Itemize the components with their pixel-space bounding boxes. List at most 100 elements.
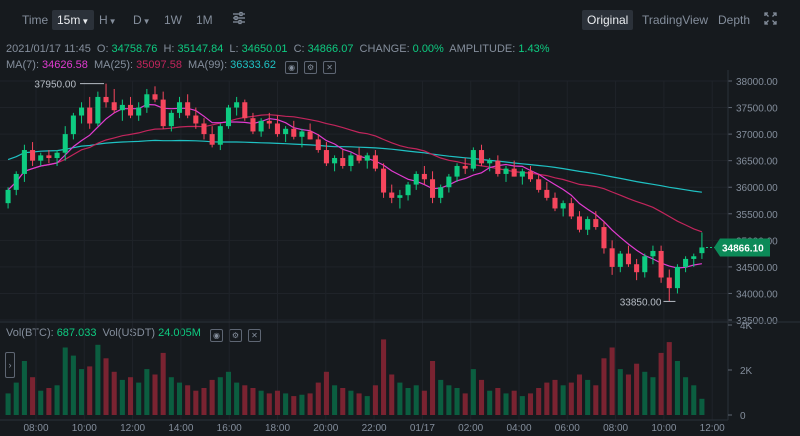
candle-body bbox=[446, 176, 452, 188]
candle-body bbox=[601, 227, 607, 249]
volume-bar bbox=[511, 390, 517, 415]
candle-body bbox=[544, 189, 550, 198]
candle-datetime: 2021/01/17 11:45 bbox=[6, 43, 91, 55]
volume-bar bbox=[674, 361, 680, 415]
volume-bar bbox=[299, 394, 305, 415]
candle-body bbox=[185, 102, 191, 116]
candle-body bbox=[381, 168, 387, 193]
vol-eye-icon[interactable]: ◉ bbox=[209, 329, 223, 342]
interval-1m-button[interactable]: 1M bbox=[196, 13, 213, 27]
time-tick-label: 08:00 bbox=[23, 423, 48, 434]
interval-d-button[interactable]: D▼ bbox=[133, 13, 151, 27]
volume-bar bbox=[79, 369, 85, 415]
amplitude-value: 1.43% bbox=[518, 43, 550, 55]
volume-bar bbox=[274, 390, 280, 415]
candle-body bbox=[372, 155, 378, 169]
vol-usdt-value: 24.005M bbox=[158, 327, 201, 339]
candle-body bbox=[111, 102, 117, 111]
candle-body bbox=[519, 171, 525, 177]
candle-body bbox=[234, 102, 240, 108]
ma25-value: 35097.58 bbox=[136, 59, 182, 71]
candle-body bbox=[323, 150, 329, 164]
vol-gear-icon[interactable]: ⚙ bbox=[228, 329, 242, 342]
eye-icon[interactable]: ◉ bbox=[285, 61, 299, 74]
candle-body bbox=[13, 173, 19, 190]
time-tick-label: 06:00 bbox=[555, 423, 580, 434]
candle-body bbox=[552, 197, 558, 209]
volume-bar bbox=[470, 369, 476, 415]
volume-bar bbox=[576, 374, 583, 415]
volume-bar bbox=[634, 363, 640, 415]
interval-h-button[interactable]: H▼ bbox=[99, 13, 117, 27]
expand-panel-icon[interactable]: › bbox=[5, 352, 15, 378]
candle-body bbox=[95, 96, 101, 124]
view-tradingview-tab[interactable]: TradingView bbox=[642, 13, 709, 27]
volume-bar bbox=[185, 385, 191, 415]
candle-body bbox=[38, 155, 44, 161]
settings-sliders-icon[interactable] bbox=[232, 11, 246, 28]
volume-bar bbox=[617, 369, 623, 415]
candle-body bbox=[176, 102, 183, 113]
volume-bar bbox=[13, 382, 19, 415]
candle-body bbox=[438, 187, 444, 198]
volume-bar bbox=[585, 379, 591, 415]
fullscreen-icon[interactable] bbox=[764, 12, 777, 28]
volume-bar bbox=[421, 390, 427, 415]
volume-bar bbox=[609, 347, 615, 415]
volume-bar bbox=[136, 382, 142, 415]
volume-bar bbox=[95, 344, 101, 415]
volume-bar bbox=[168, 377, 174, 415]
view-original-tab[interactable]: Original bbox=[582, 10, 634, 30]
close-icon[interactable]: ✕ bbox=[323, 61, 337, 74]
candle-body bbox=[70, 115, 76, 135]
vol-close-icon[interactable]: ✕ bbox=[247, 329, 261, 342]
price-tick-label: 33500.00 bbox=[736, 316, 778, 327]
volume-bar bbox=[307, 393, 313, 415]
interval-1w-button[interactable]: 1W bbox=[164, 13, 182, 27]
candle-body bbox=[454, 165, 460, 177]
volume-bar bbox=[160, 352, 166, 415]
change-label: CHANGE: bbox=[359, 43, 410, 55]
price-tick-label: 37500.00 bbox=[736, 104, 778, 115]
close-label: C: bbox=[293, 43, 305, 55]
candle-body bbox=[462, 165, 468, 169]
candle-body bbox=[691, 256, 697, 259]
candle-body bbox=[307, 131, 313, 140]
price-tick-label: 34000.00 bbox=[736, 289, 778, 300]
interval-15m-button[interactable]: 15m▼ bbox=[52, 10, 95, 30]
ma99-value: 36333.62 bbox=[230, 59, 277, 71]
last-price-label: 34866.10 bbox=[722, 243, 764, 254]
candle-body bbox=[536, 179, 542, 190]
volume-bar bbox=[144, 369, 150, 415]
time-tick-label: 04:00 bbox=[506, 423, 531, 434]
candle-body bbox=[470, 150, 476, 169]
candle-body bbox=[511, 168, 517, 177]
volume-bar bbox=[201, 388, 207, 415]
candle-body bbox=[242, 102, 248, 119]
view-depth-tab[interactable]: Depth bbox=[718, 13, 751, 27]
volume-bar bbox=[454, 388, 460, 415]
candle-body bbox=[593, 219, 599, 228]
candle-body bbox=[560, 203, 566, 209]
gear-icon[interactable]: ⚙ bbox=[304, 61, 318, 74]
vol-btc-label: Vol(BTC): bbox=[6, 327, 54, 339]
candle-body bbox=[103, 96, 109, 103]
volume-bar bbox=[315, 382, 321, 415]
price-tick-label: 36000.00 bbox=[736, 183, 778, 194]
candle-body bbox=[291, 128, 297, 137]
ma-legend: MA(7): 34626.58 MA(25): 35097.58 MA(99): 36… bbox=[6, 59, 339, 74]
candle-body bbox=[674, 266, 680, 289]
volume-bar bbox=[495, 388, 501, 415]
time-label[interactable]: Time bbox=[22, 13, 49, 27]
candle-body bbox=[495, 160, 501, 174]
time-tick-label: 10:00 bbox=[72, 423, 97, 434]
candle-body bbox=[527, 171, 534, 180]
high-value: 35147.84 bbox=[177, 43, 224, 55]
candle-body bbox=[568, 203, 574, 217]
price-tick-label: 37000.00 bbox=[736, 130, 778, 141]
volume-bar bbox=[372, 385, 378, 415]
candle-body bbox=[332, 158, 338, 164]
volume-bar bbox=[446, 385, 452, 415]
candle-body bbox=[274, 123, 280, 135]
candle-body bbox=[625, 253, 631, 265]
